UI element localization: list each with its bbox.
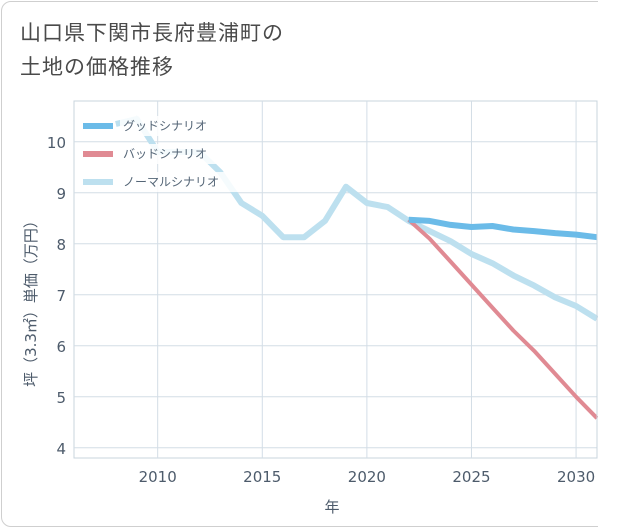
y-tick-label: 8 — [56, 236, 66, 254]
plot-right-mask — [598, 0, 621, 530]
x-axis-label: 年 — [324, 498, 339, 516]
y-tick-label: 10 — [47, 134, 66, 152]
legend-bg — [120, 172, 250, 192]
y-tick-label: 5 — [56, 389, 66, 407]
chart-title-line-1: 山口県下関市長府豊浦町の — [20, 21, 284, 45]
x-tick-label: 2020 — [348, 468, 386, 486]
x-tick-label: 2030 — [557, 468, 595, 486]
legend-label: グッドシナリオ — [123, 119, 207, 133]
legend-label: バッドシナリオ — [123, 147, 207, 161]
chart-title-line-2: 土地の価格推移 — [20, 55, 174, 79]
legend-bg — [120, 144, 250, 164]
y-tick-label: 6 — [56, 338, 66, 356]
y-tick-label: 7 — [56, 287, 66, 305]
legend-bg — [120, 116, 250, 136]
y-tick-label: 9 — [56, 185, 66, 203]
y-tick-labels: 4 5 6 7 8 9 10 — [47, 134, 66, 458]
x-tick-label: 2025 — [452, 468, 490, 486]
x-tick-labels: 2010 2015 2020 2025 2030 — [139, 468, 596, 486]
series-line-0 — [408, 216, 598, 241]
x-tick-label: 2010 — [139, 468, 177, 486]
y-tick-label: 4 — [56, 440, 66, 458]
series-line-1 — [407, 218, 599, 420]
x-tick-label: 2015 — [243, 468, 281, 486]
chart-title: 山口県下関市長府豊浦町の 土地の価格推移 — [20, 16, 284, 84]
legend-label: ノーマルシナリオ — [123, 175, 219, 189]
y-axis-label: 坪（3.3㎡）単価（万円） — [22, 213, 40, 387]
series-lines — [115, 0, 621, 530]
grid-lines — [73, 100, 598, 459]
